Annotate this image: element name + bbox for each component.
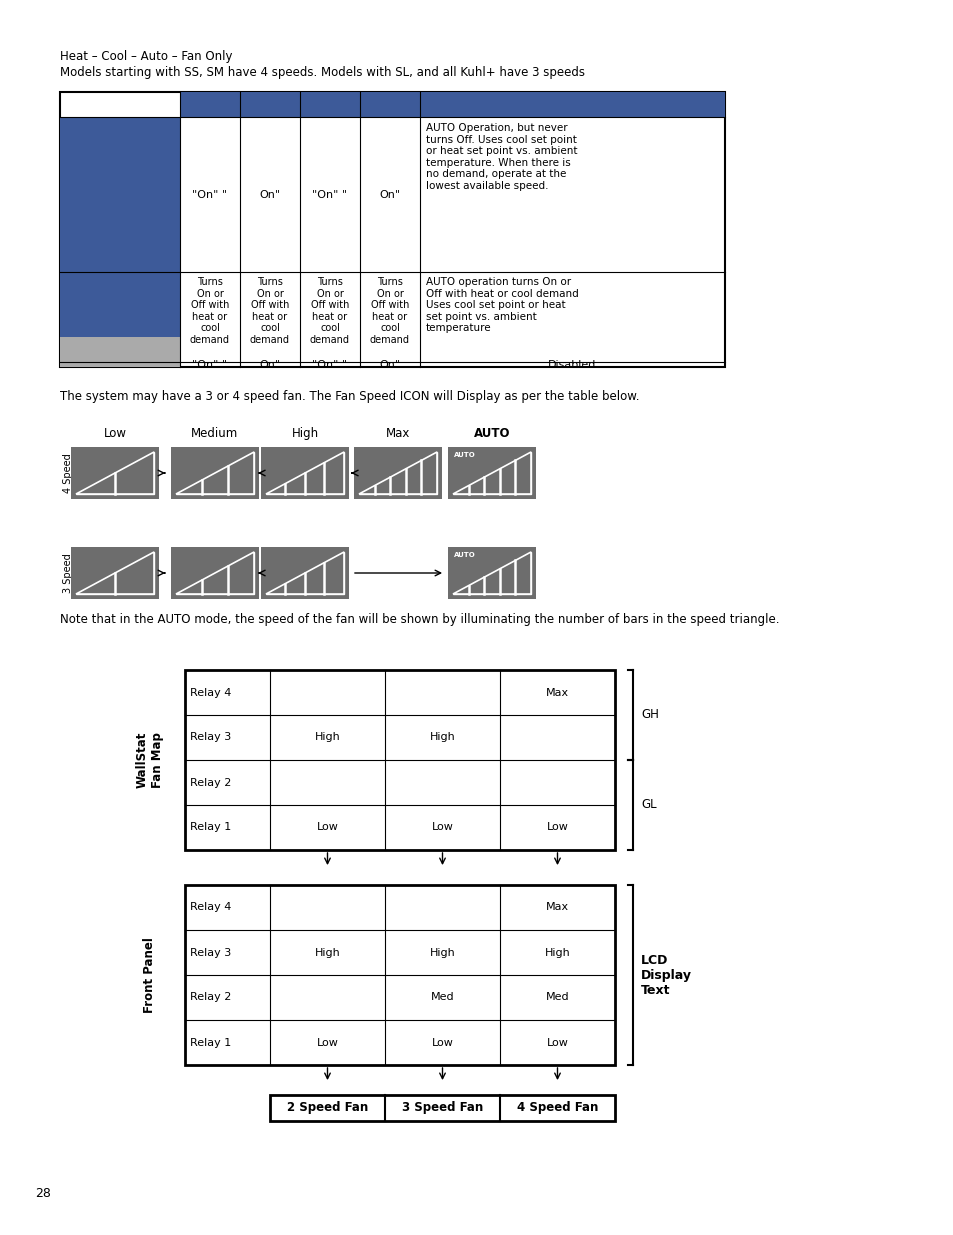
Text: Low: Low	[431, 1037, 453, 1047]
Polygon shape	[358, 452, 436, 494]
Text: On": On"	[379, 189, 400, 200]
Text: Relay 3: Relay 3	[190, 947, 231, 957]
Bar	[60, 117, 180, 337]
Text: Front Panel: Front Panel	[143, 937, 156, 1013]
Text: Medium: Medium	[192, 427, 238, 440]
Bar	[60, 91, 724, 367]
Text: Note that in the AUTO mode, the speed of the fan will be shown by illuminating t: Note that in the AUTO mode, the speed of…	[60, 613, 779, 626]
Text: Heat – Cool – Auto – Fan Only: Heat – Cool – Auto – Fan Only	[60, 49, 233, 63]
Polygon shape	[76, 452, 153, 494]
Text: Relay 4: Relay 4	[190, 688, 232, 698]
Bar	[71, 547, 159, 599]
Polygon shape	[453, 552, 531, 594]
Text: The system may have a 3 or 4 speed fan. The Fan Speed ICON will Display as per t: The system may have a 3 or 4 speed fan. …	[60, 390, 639, 403]
Text: AUTO: AUTO	[474, 427, 510, 440]
Bar	[71, 447, 159, 499]
Bar	[60, 337, 180, 367]
Polygon shape	[76, 552, 153, 594]
Text: GH: GH	[640, 709, 659, 721]
Text: Low: Low	[546, 823, 568, 832]
Text: "On" ": "On" "	[313, 359, 347, 369]
Text: Med: Med	[545, 993, 569, 1003]
Text: Max: Max	[545, 903, 569, 913]
Text: Low: Low	[316, 1037, 338, 1047]
Text: Relay 2: Relay 2	[190, 778, 232, 788]
Polygon shape	[76, 552, 153, 594]
Polygon shape	[266, 552, 344, 594]
Bar	[171, 447, 258, 499]
Bar	[354, 447, 441, 499]
Text: High: High	[291, 427, 318, 440]
Bar	[171, 547, 258, 599]
Bar	[261, 547, 349, 599]
Text: Low: Low	[546, 1037, 568, 1047]
Text: Max: Max	[385, 427, 410, 440]
Polygon shape	[453, 552, 531, 594]
Bar	[185, 671, 615, 850]
Polygon shape	[76, 452, 153, 494]
Text: High: High	[314, 947, 340, 957]
Text: Turns
On or
Off with
heat or
cool
demand: Turns On or Off with heat or cool demand	[250, 277, 290, 345]
Text: 4 Speed Fan: 4 Speed Fan	[517, 1102, 598, 1114]
Bar	[448, 547, 536, 599]
Bar	[448, 447, 536, 499]
Bar	[270, 1095, 615, 1121]
Text: Low: Low	[103, 427, 127, 440]
Polygon shape	[175, 552, 253, 594]
Text: 4 Speed: 4 Speed	[63, 453, 73, 493]
Text: Disabled: Disabled	[548, 359, 596, 369]
Polygon shape	[266, 452, 344, 494]
Polygon shape	[266, 452, 344, 494]
Text: On": On"	[259, 359, 280, 369]
Polygon shape	[175, 552, 253, 594]
Text: Med: Med	[430, 993, 454, 1003]
Text: Relay 2: Relay 2	[190, 993, 232, 1003]
Text: Low: Low	[316, 823, 338, 832]
Text: Relay 3: Relay 3	[190, 732, 231, 742]
Text: Turns
On or
Off with
heat or
cool
demand: Turns On or Off with heat or cool demand	[190, 277, 230, 345]
Polygon shape	[453, 452, 531, 494]
Text: GL: GL	[640, 799, 656, 811]
Text: 3 Speed Fan: 3 Speed Fan	[401, 1102, 482, 1114]
Text: AUTO operation turns On or
Off with heat or cool demand
Uses cool set point or h: AUTO operation turns On or Off with heat…	[426, 277, 578, 333]
Text: "On" ": "On" "	[193, 359, 228, 369]
Text: Relay 1: Relay 1	[190, 823, 231, 832]
Text: WallStat
Fan Map: WallStat Fan Map	[136, 732, 164, 788]
Text: 3 Speed: 3 Speed	[63, 553, 73, 593]
Text: Turns
On or
Off with
heat or
cool
demand: Turns On or Off with heat or cool demand	[370, 277, 410, 345]
Bar	[185, 885, 615, 1065]
Polygon shape	[453, 452, 531, 494]
Text: On": On"	[259, 189, 280, 200]
Text: High: High	[429, 732, 455, 742]
Text: Turns
On or
Off with
heat or
cool
demand: Turns On or Off with heat or cool demand	[310, 277, 350, 345]
Text: High: High	[429, 947, 455, 957]
Text: LCD
Display
Text: LCD Display Text	[640, 953, 691, 997]
Text: On": On"	[379, 359, 400, 369]
Text: Max: Max	[545, 688, 569, 698]
Bar	[180, 91, 724, 117]
Text: Relay 1: Relay 1	[190, 1037, 231, 1047]
Polygon shape	[175, 452, 253, 494]
Polygon shape	[266, 552, 344, 594]
Text: Models starting with SS, SM have 4 speeds. Models with SL, and all Kuhl+ have 3 : Models starting with SS, SM have 4 speed…	[60, 65, 584, 79]
Text: AUTO: AUTO	[454, 552, 476, 558]
Text: High: High	[544, 947, 570, 957]
Text: "On" ": "On" "	[313, 189, 347, 200]
Bar	[261, 447, 349, 499]
Text: 28: 28	[35, 1187, 51, 1200]
Text: AUTO Operation, but never
turns Off. Uses cool set point
or heat set point vs. a: AUTO Operation, but never turns Off. Use…	[426, 124, 577, 191]
Polygon shape	[175, 452, 253, 494]
Text: "On" ": "On" "	[193, 189, 228, 200]
Text: 2 Speed Fan: 2 Speed Fan	[287, 1102, 368, 1114]
Text: Low: Low	[431, 823, 453, 832]
Text: AUTO: AUTO	[454, 452, 476, 458]
Text: High: High	[314, 732, 340, 742]
Text: Relay 4: Relay 4	[190, 903, 232, 913]
Polygon shape	[358, 452, 436, 494]
